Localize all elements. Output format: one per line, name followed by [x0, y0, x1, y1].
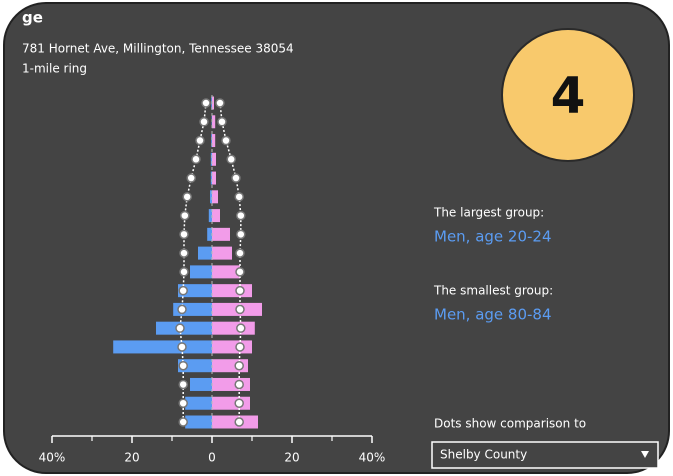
bar	[212, 377, 250, 391]
bar	[212, 396, 250, 410]
comparison-dot	[236, 210, 246, 221]
x-tick-label: 40%	[359, 451, 386, 465]
bar	[113, 340, 212, 354]
comparison-dot	[177, 304, 187, 315]
comparison-dot	[234, 417, 244, 427]
ring: 1-mile ring	[22, 62, 87, 76]
badge	[501, 28, 635, 162]
dropdown-value[interactable]: Shelby County	[440, 448, 527, 462]
x-tick-label: 0	[208, 451, 216, 465]
comparison-dot	[234, 398, 244, 408]
bar	[212, 134, 216, 148]
bar	[212, 227, 230, 241]
comparison-dot	[235, 285, 245, 296]
comparison-label: Dots show comparison to	[434, 417, 586, 431]
x-tick-label: 20	[124, 451, 139, 465]
chart-title: ge	[22, 9, 43, 27]
comparison-dot	[221, 135, 231, 146]
comparison-dot	[178, 379, 188, 390]
bar	[212, 209, 220, 223]
bar	[211, 134, 212, 148]
comparison-dot	[234, 360, 244, 371]
comparison-dot	[178, 398, 188, 408]
comparison-dot	[201, 98, 211, 108]
comparison-dot	[236, 229, 246, 240]
bar	[208, 209, 212, 223]
comparison-dot	[234, 379, 244, 390]
bar	[210, 152, 212, 166]
bar	[212, 96, 214, 110]
bar	[207, 227, 212, 241]
comparison-dot	[191, 154, 201, 165]
bar	[210, 171, 212, 185]
comparison-dot	[199, 117, 209, 127]
dropdown-arrow[interactable]	[641, 451, 649, 458]
smallest-value: Men, age 80-84	[434, 306, 552, 324]
subtitle: 781 Hornet Ave, Millington, Tennessee 38…	[22, 42, 294, 56]
comparison-dot	[236, 323, 246, 333]
bar	[212, 171, 216, 185]
bar	[212, 321, 255, 335]
comparison-dot	[178, 417, 188, 427]
largest-value: Men, age 20-24	[434, 228, 552, 246]
comparison-dot	[178, 285, 188, 296]
comparison-dot	[234, 192, 244, 202]
bar	[212, 115, 216, 129]
comparison-dot	[235, 248, 245, 258]
bar	[212, 265, 240, 279]
comparison-dot	[217, 117, 227, 127]
comparison-dot	[177, 342, 187, 352]
x-tick-label: 40%	[39, 451, 66, 465]
bar	[185, 396, 212, 410]
bar	[212, 190, 218, 204]
bar	[198, 246, 212, 260]
comparison-dot	[195, 135, 205, 146]
comparison-dot	[179, 267, 189, 277]
comparison-dot	[186, 173, 196, 183]
comparison-dot	[226, 154, 236, 165]
comparison-dot	[178, 360, 188, 371]
comparison-dot	[179, 229, 189, 240]
comparison-dot	[180, 210, 190, 221]
bar	[212, 340, 252, 354]
largest-label: The largest group:	[433, 206, 544, 220]
bar	[212, 246, 232, 260]
smallest-label: The smallest group:	[433, 284, 553, 298]
comparison-dot	[175, 323, 185, 333]
bar	[212, 152, 216, 166]
bar	[210, 190, 212, 204]
bar	[212, 284, 252, 298]
badge-number: 4	[551, 67, 586, 125]
dropdown[interactable]	[431, 441, 659, 469]
bar	[190, 377, 212, 391]
comparison-dot	[231, 173, 241, 183]
comparison-dot	[235, 304, 245, 315]
comparison-dot	[235, 267, 245, 277]
comparison-dot	[215, 98, 225, 108]
panel	[3, 2, 670, 474]
comparison-dot	[179, 248, 189, 258]
comparison-dot	[182, 192, 192, 202]
comparison-dot	[235, 342, 245, 352]
x-tick-label: 20	[284, 451, 299, 465]
bar	[190, 265, 212, 279]
bar	[185, 415, 212, 429]
